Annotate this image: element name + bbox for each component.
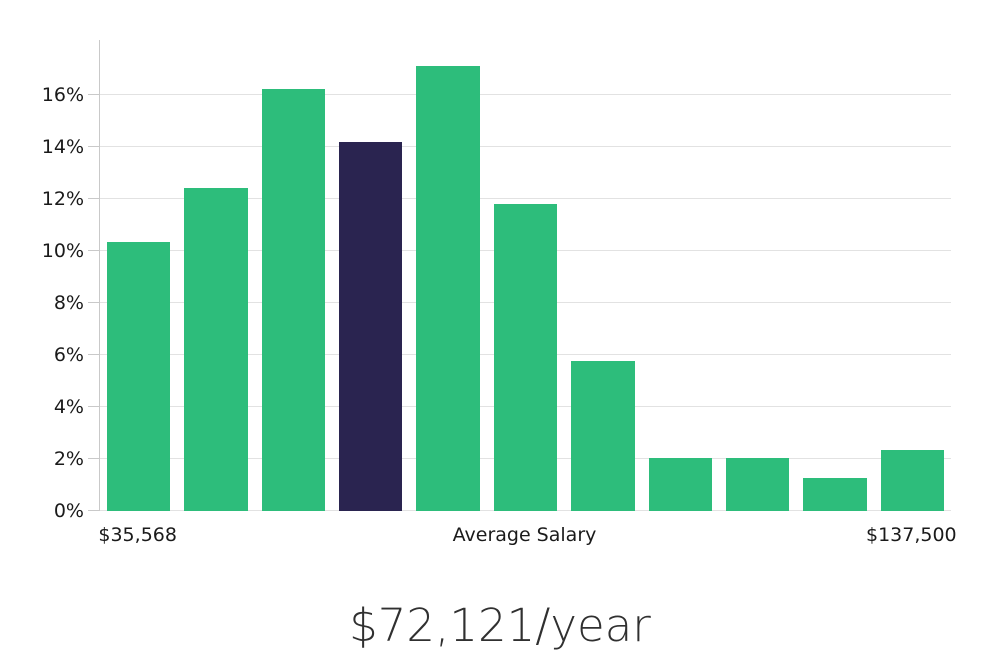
gridline bbox=[100, 93, 951, 95]
x-tick-label: $137,500 bbox=[865, 524, 957, 546]
y-tick-label: 2% bbox=[53, 447, 84, 470]
x-axis-labels: $35,568 Average Salary $137,500 bbox=[98, 524, 956, 554]
histogram-bar[interactable] bbox=[184, 188, 248, 511]
histogram-bar[interactable] bbox=[416, 66, 480, 511]
histogram-bar[interactable] bbox=[571, 361, 635, 511]
histogram-bar[interactable] bbox=[803, 478, 867, 511]
histogram-bars bbox=[100, 40, 951, 511]
average-salary-value: $72,121/year bbox=[349, 599, 651, 652]
y-axis-tick bbox=[88, 145, 100, 147]
x-tick-label: $35,568 bbox=[98, 524, 177, 546]
histogram-bar[interactable] bbox=[493, 203, 558, 511]
histogram-bar[interactable] bbox=[725, 457, 790, 511]
y-axis-labels: 0% 2% 4% 6% 8% 10% 12% 14% 16% bbox=[0, 40, 84, 522]
y-tick-label: 14% bbox=[41, 135, 84, 158]
histogram-bar[interactable] bbox=[106, 241, 171, 511]
y-tick-label: 16% bbox=[41, 83, 84, 106]
gridline bbox=[100, 197, 951, 199]
histogram-bar[interactable] bbox=[880, 449, 945, 511]
y-tick-label: 8% bbox=[53, 291, 84, 314]
plot-area bbox=[88, 40, 951, 511]
y-axis-tick bbox=[88, 249, 100, 251]
histogram-bar[interactable] bbox=[261, 89, 326, 511]
gridline bbox=[100, 145, 951, 147]
histogram-bar[interactable] bbox=[648, 457, 712, 511]
y-axis-tick bbox=[88, 457, 100, 459]
y-axis-tick bbox=[88, 93, 100, 95]
y-axis-tick bbox=[88, 405, 100, 407]
y-tick-label: 4% bbox=[53, 395, 84, 418]
y-tick-label: 12% bbox=[41, 187, 84, 210]
x-tick-label: Average Salary bbox=[452, 524, 597, 546]
y-tick-label: 10% bbox=[41, 239, 84, 262]
y-tick-label: 6% bbox=[53, 343, 84, 366]
y-axis-tick bbox=[88, 197, 100, 199]
y-axis-tick bbox=[88, 301, 100, 303]
y-tick-label: 0% bbox=[53, 500, 84, 522]
y-axis-tick bbox=[88, 510, 100, 511]
histogram-bar-highlighted[interactable] bbox=[339, 141, 403, 511]
y-axis-tick bbox=[88, 353, 100, 355]
